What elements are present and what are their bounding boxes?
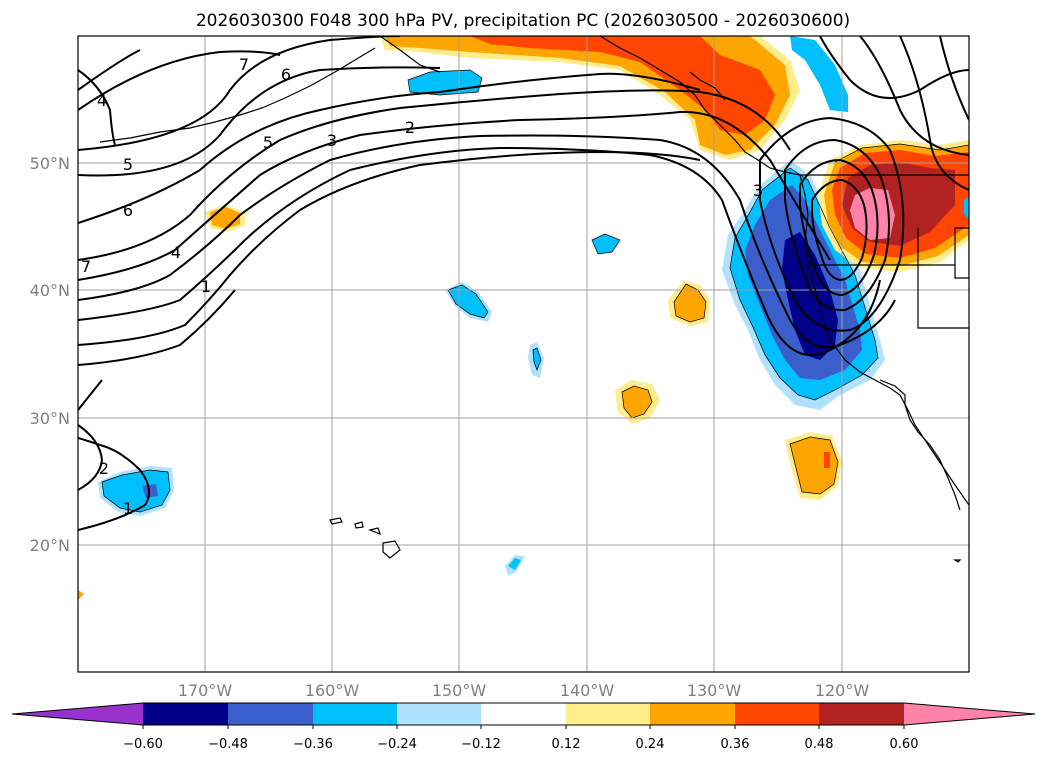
pv-contours [78,36,969,531]
contour-label: 5 [263,133,273,152]
colorbar-tick-label: −0.60 [123,737,163,752]
colorbar-bin [566,703,650,725]
colorbar-tick-label: −0.24 [377,737,417,752]
contour-label: 4 [171,243,181,262]
colorbar-tick-label: 0.60 [890,737,919,752]
lat-label: 30°N [30,409,70,428]
colorbar-tick-label: −0.12 [461,737,501,752]
colorbar-tick-label: −0.36 [293,737,333,752]
colorbar-bin [313,703,397,725]
map-frame [77,35,970,673]
contour-label: 6 [123,201,133,220]
contour-label: 5 [123,155,133,174]
latitude-labels: 50°N 40°N 30°N 20°N [30,154,70,555]
contour-label: 2 [405,118,415,137]
contour-label: 1 [123,499,133,518]
colorbar-tick-label: 0.24 [636,737,665,752]
lon-label: 150°W [432,681,487,700]
lon-label: 120°W [815,681,870,700]
lon-label: 170°W [178,681,233,700]
map-title: 2026030300 F048 300 hPa PV, precipitatio… [196,11,850,31]
colorbar-tick-label: 0.48 [805,737,834,752]
contour-label: 2 [99,459,109,478]
colorbar-tick-label: 0.12 [552,737,581,752]
lon-label: 130°W [687,681,742,700]
lon-label: 140°W [560,681,615,700]
colorbar-bin [735,703,819,725]
colorbar-bin [228,703,313,725]
lat-label: 50°N [30,154,70,173]
lat-label: 20°N [30,536,70,555]
contour-label: 3 [327,131,337,150]
contour-label: 1 [201,277,211,296]
lon-label: 160°W [305,681,360,700]
contour-label: 3 [753,181,763,200]
contour-labels: 7 6 4 5 3 2 5 6 4 1 7 3 2 1 [81,55,763,518]
colorbar-bin [819,703,904,725]
map-area: 7 6 4 5 3 2 5 6 4 1 7 3 2 1 [78,36,969,672]
colorbar-tick-label: 0.36 [721,737,750,752]
contour-label: 7 [239,55,249,74]
lat-label: 40°N [30,281,70,300]
colorbar-bin [650,703,735,725]
colorbar: −0.60 −0.48 −0.36 −0.24 −0.12 0.12 0.24 … [11,702,1036,752]
colorbar-tick-label: −0.48 [208,737,248,752]
contour-label: 4 [97,91,107,110]
contour-label: 7 [81,257,91,276]
contour-label: 6 [281,65,291,84]
colorbar-bin [481,703,566,725]
colorbar-bin [397,703,481,725]
longitude-labels: 170°W 160°W 150°W 140°W 130°W 120°W [178,681,870,700]
colorbar-bin [143,703,228,725]
colorbar-extend-high [904,703,1035,725]
colorbar-extend-low [12,703,143,725]
